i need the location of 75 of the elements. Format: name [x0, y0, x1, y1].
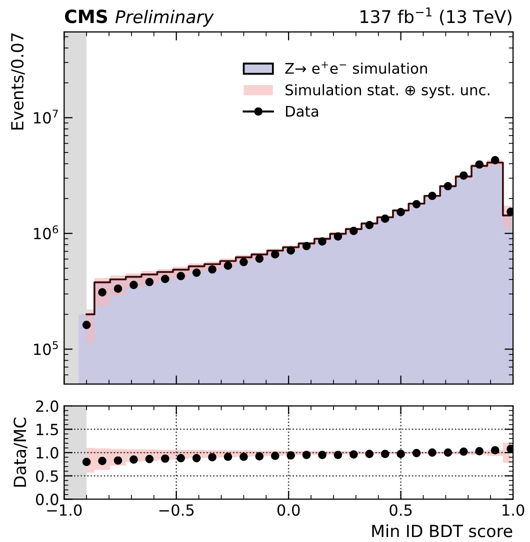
x-tick-label: 1.0	[502, 504, 524, 516]
point	[114, 456, 122, 465]
point	[475, 447, 484, 456]
point	[286, 451, 295, 460]
point	[334, 232, 342, 241]
point	[302, 450, 311, 460]
legend-label: Data	[286, 106, 318, 117]
point	[208, 453, 216, 462]
point	[130, 455, 138, 464]
point	[192, 268, 201, 277]
point	[396, 208, 405, 216]
point	[224, 262, 232, 270]
point	[365, 220, 374, 230]
point	[334, 450, 342, 460]
y-tick-label: 10$^{7}$	[34, 110, 58, 124]
point	[270, 452, 280, 460]
point	[98, 456, 106, 466]
y-tick-label: 10$^{5}$	[34, 341, 58, 356]
point	[428, 448, 436, 457]
point	[145, 454, 154, 464]
point	[224, 452, 232, 461]
point	[176, 272, 186, 280]
point	[145, 278, 154, 286]
point	[208, 265, 216, 274]
point	[475, 160, 484, 169]
y-tick-label: 0.5	[36, 470, 58, 482]
x-tick-label: 0.0	[277, 504, 300, 516]
point	[286, 246, 295, 255]
point	[380, 214, 390, 223]
y-tick-label: 10$^{6}$	[34, 225, 58, 240]
point	[318, 237, 326, 246]
point	[365, 450, 374, 458]
point	[444, 448, 452, 457]
x-tick-label: 0.5	[390, 504, 412, 516]
chart-subtitle: 137 fb$^{−1}$ (13 TeV)	[360, 7, 512, 26]
point	[82, 320, 91, 330]
y-tick-label: 2.0	[36, 400, 58, 412]
y-tick-label: 1.0	[36, 447, 58, 459]
point	[240, 258, 248, 266]
chart-title: CMS Preliminary	[65, 10, 214, 27]
point	[490, 446, 500, 454]
point	[459, 447, 468, 456]
point	[302, 242, 311, 250]
point	[459, 171, 468, 180]
point	[318, 450, 326, 460]
point	[350, 450, 358, 459]
point	[270, 250, 280, 258]
legend-label: Z→ e$^{+}$e$^{−}$ simulation	[285, 62, 427, 74]
point	[350, 226, 358, 236]
x-tick-label: −1.0	[47, 504, 82, 516]
point	[130, 280, 138, 290]
point	[82, 458, 91, 466]
legend-label: Simulation stat. ⊕ syst. unc.	[286, 84, 490, 98]
x-axis-title: Min ID BDT score	[372, 524, 512, 538]
point	[192, 454, 201, 462]
y-axis-title: Data/MC	[14, 418, 28, 487]
point	[176, 454, 186, 462]
point	[255, 452, 264, 460]
point	[160, 454, 170, 463]
point	[380, 450, 390, 458]
point	[412, 448, 421, 458]
point	[98, 288, 106, 296]
point	[240, 452, 248, 461]
x-tick-label: −0.5	[159, 504, 194, 516]
point	[428, 192, 436, 200]
point	[255, 254, 264, 263]
y-tick-label: 1.5	[36, 424, 58, 436]
y-tick-label: 0.0	[36, 494, 58, 506]
point	[114, 284, 122, 293]
point	[444, 182, 452, 190]
point	[490, 156, 500, 164]
point	[160, 274, 170, 284]
y-axis-title: Events/0.07	[10, 33, 25, 130]
point	[412, 200, 421, 208]
point	[396, 450, 405, 458]
